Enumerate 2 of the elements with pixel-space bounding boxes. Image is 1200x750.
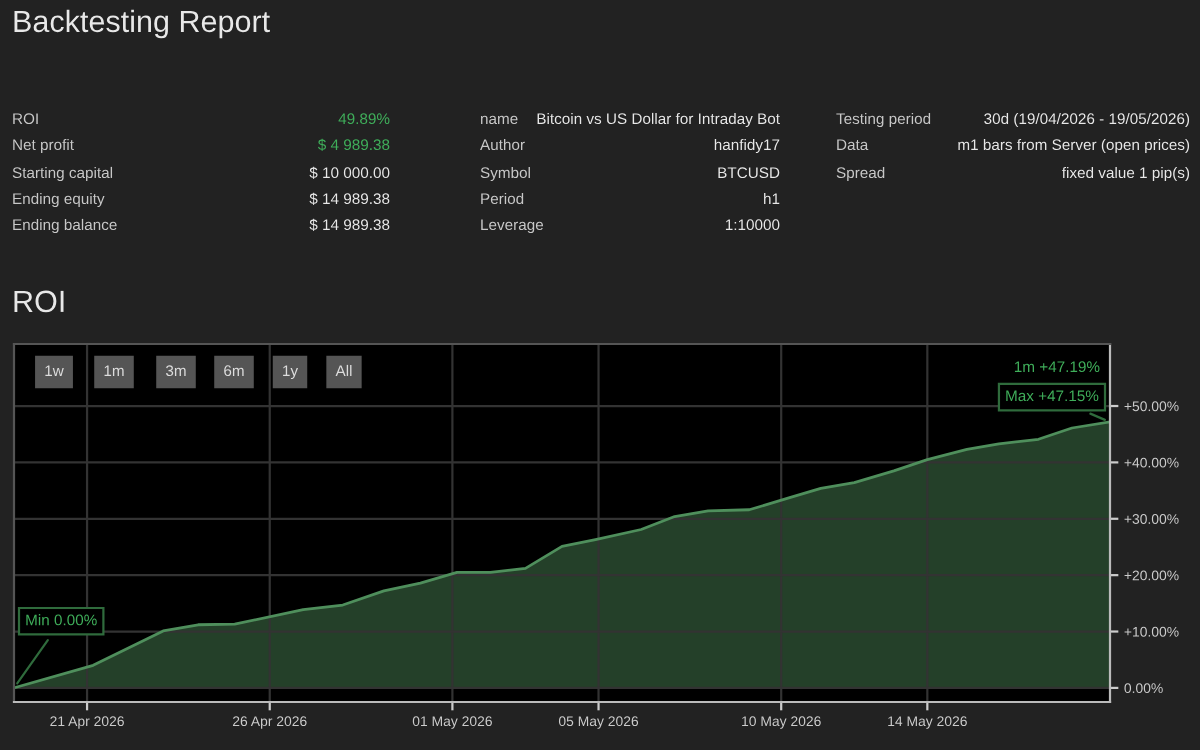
chart-title: Backtesting Report bbox=[14, 9, 270, 39]
chart-subtitle: ROI bbox=[14, 290, 64, 313]
